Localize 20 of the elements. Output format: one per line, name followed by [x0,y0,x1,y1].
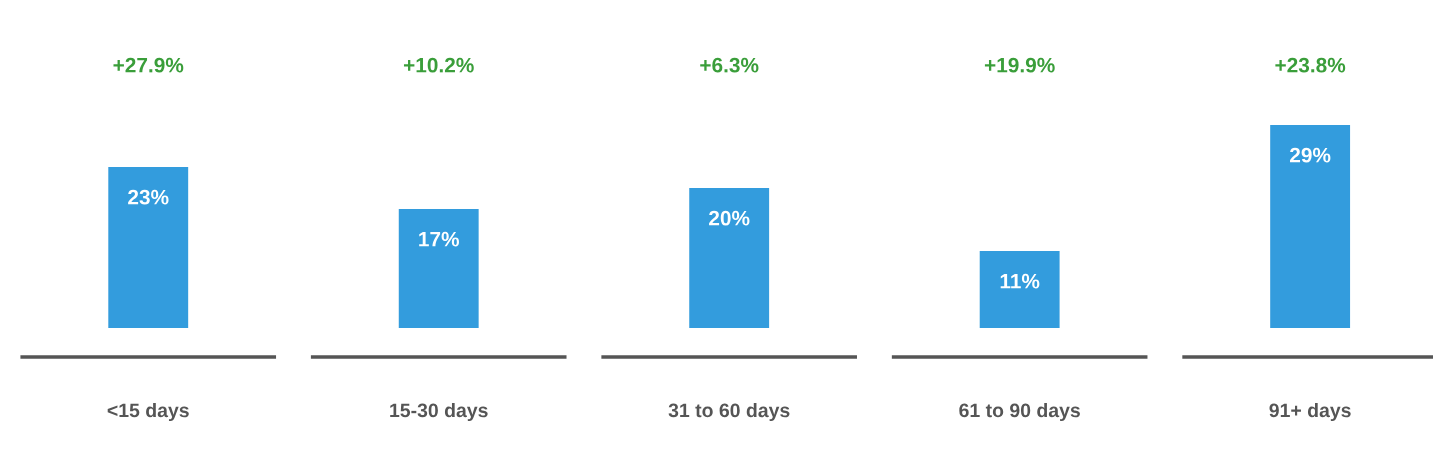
x-tick-label: 91+ days [1269,402,1351,422]
data-label: 11% [1000,273,1040,289]
data-label: 23% [128,189,169,205]
data-label: 20% [709,210,750,226]
x-tick-label: 31 to 60 days [668,402,790,422]
data-label: 29% [1290,147,1331,163]
text: +6.3% [700,57,759,73]
data-label: 17% [419,231,460,247]
x-tick-label: 61 to 90 days [959,402,1080,422]
bar [398,209,479,328]
bar [108,167,189,328]
x-tick-label: <15 days [107,402,189,422]
bar [1270,125,1351,328]
bar [689,188,770,328]
text: +27.9% [113,57,184,73]
text: +10.2% [403,57,474,73]
x-tick-label: 15-30 days [390,402,488,422]
bar [979,251,1060,328]
text: +23.8% [1275,57,1346,73]
text: +19.9% [984,57,1055,73]
